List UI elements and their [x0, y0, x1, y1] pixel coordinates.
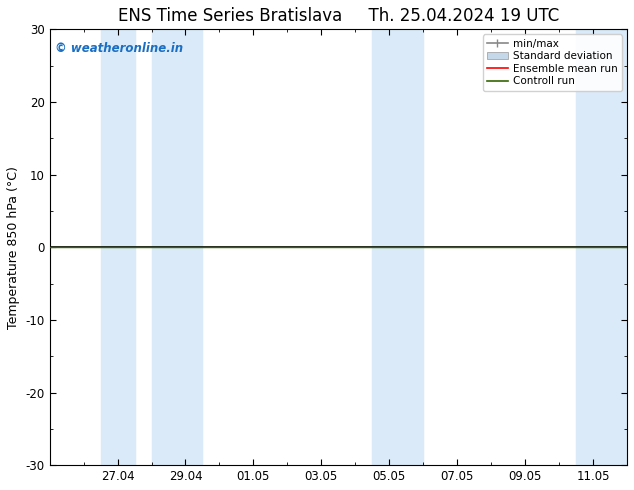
Bar: [372, 29, 406, 465]
Legend: min/max, Standard deviation, Ensemble mean run, Controll run: min/max, Standard deviation, Ensemble me…: [482, 34, 622, 91]
Bar: [101, 29, 134, 465]
Y-axis label: Temperature 850 hPa (°C): Temperature 850 hPa (°C): [7, 166, 20, 329]
Bar: [406, 29, 424, 465]
Text: © weatheronline.in: © weatheronline.in: [55, 42, 183, 55]
Title: ENS Time Series Bratislava     Th. 25.04.2024 19 UTC: ENS Time Series Bratislava Th. 25.04.202…: [118, 7, 559, 25]
Bar: [152, 29, 202, 465]
Bar: [576, 29, 627, 465]
